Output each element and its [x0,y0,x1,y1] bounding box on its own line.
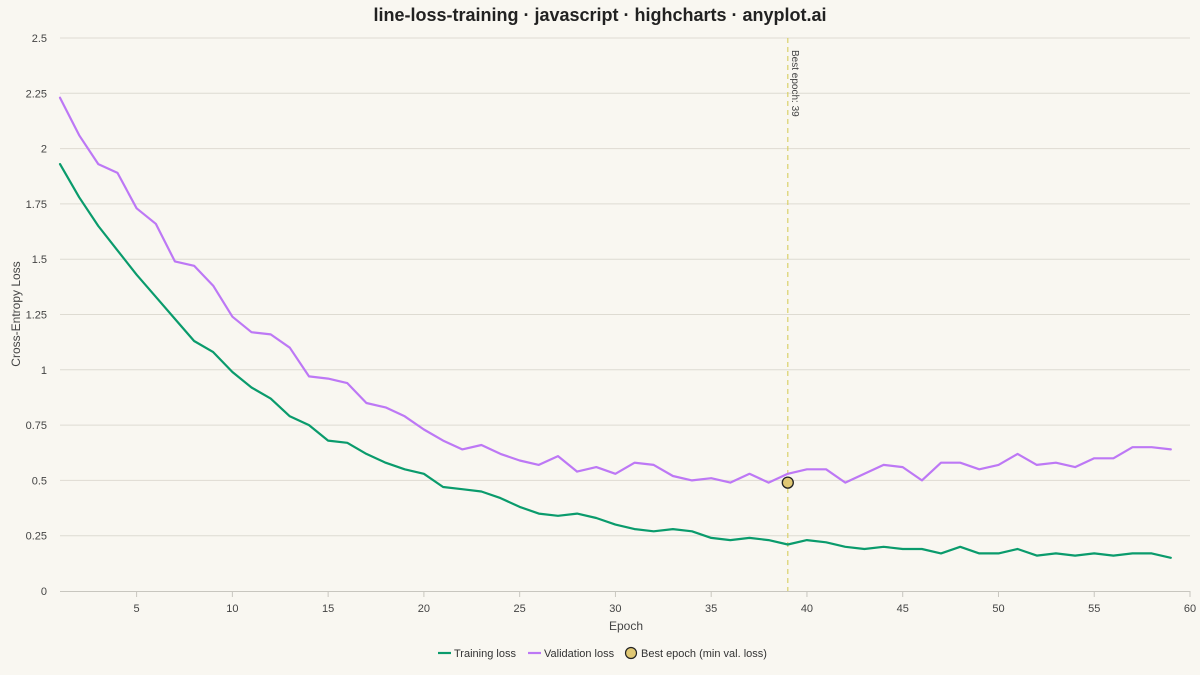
y-tick-label: 0.5 [32,475,47,487]
x-tick-label: 35 [705,603,717,615]
x-tick-label: 45 [897,603,909,615]
x-tick-labels: 5 10 15 20 25 30 35 40 45 50 55 60 [134,591,1196,615]
legend: Training loss Validation loss Best epoch (… [438,646,767,660]
y-tick-label: 2.5 [32,33,47,45]
x-tick-label: 50 [992,603,1004,615]
series-line-training-loss [58,163,1172,559]
x-tick-label: 10 [226,603,238,615]
best-epoch-indicator: Best epoch: 39 [787,38,800,591]
series-lines [58,96,1172,559]
y-grid [60,37,1190,537]
legend-label: Best epoch (min val. loss) [641,648,767,660]
legend-label: Validation loss [544,648,615,660]
legend-swatch [624,646,638,660]
y-tick-label: 0.75 [26,420,47,432]
y-tick-labels: 0 0.25 0.5 0.75 1 1.25 1.5 1.75 2 2.25 2.5 [26,33,47,598]
y-tick-label: 0.25 [26,531,47,543]
y-tick-label: 1 [41,365,47,377]
y-tick-label: 1.5 [32,254,47,266]
x-tick-label: 55 [1088,603,1100,615]
y-tick-label: 2 [41,144,47,156]
y-tick-label: 1.25 [26,310,47,322]
y-tick-label: 1.75 [26,199,47,211]
y-axis-title: Cross-Entropy Loss [9,261,23,366]
x-tick-label: 60 [1184,603,1196,615]
best-epoch-annotation: Best epoch: 39 [789,50,800,117]
x-tick-label: 5 [134,603,140,615]
x-axis-title: Epoch [609,619,643,633]
y-tick-label: 0 [41,586,47,598]
legend-label: Training loss [454,648,516,660]
best-epoch-marker [781,476,794,489]
chart-title: line-loss-training · javascript · highch… [373,5,826,25]
x-tick-label: 25 [514,603,526,615]
x-tick-label: 40 [801,603,813,615]
x-tick-label: 15 [322,603,334,615]
series-line-validation-loss [58,96,1172,484]
x-tick-label: 20 [418,603,430,615]
y-tick-label: 2.25 [26,88,47,100]
best-epoch-marker-group [781,476,794,489]
x-tick-label: 30 [609,603,621,615]
